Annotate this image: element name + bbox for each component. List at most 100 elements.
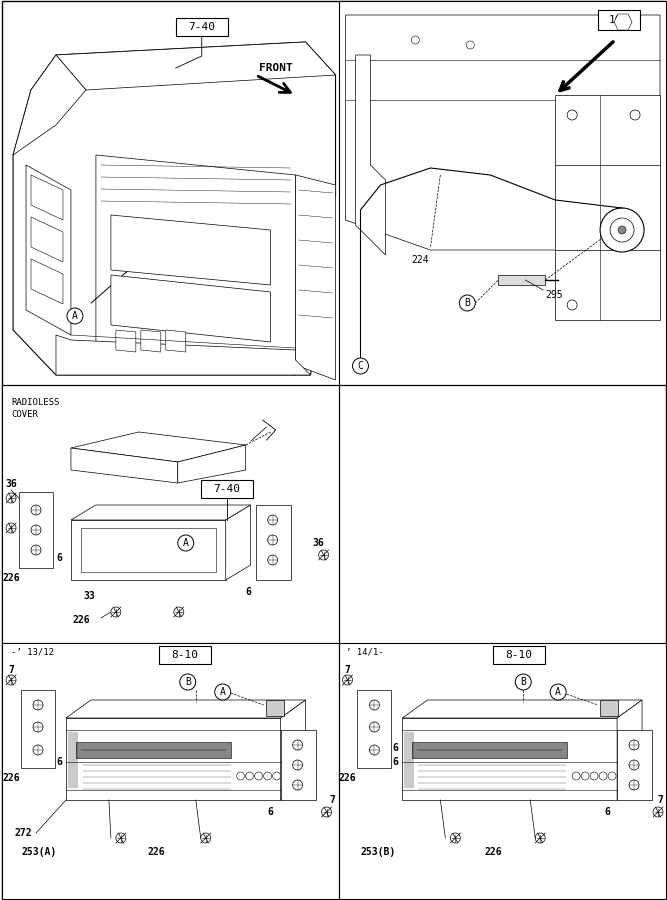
- Circle shape: [567, 110, 577, 120]
- Circle shape: [515, 674, 531, 690]
- Circle shape: [273, 772, 281, 780]
- Circle shape: [174, 607, 184, 617]
- Circle shape: [535, 833, 545, 843]
- Circle shape: [319, 550, 329, 560]
- Text: 226: 226: [2, 773, 20, 783]
- Text: 272: 272: [14, 828, 32, 838]
- Polygon shape: [600, 700, 618, 716]
- Circle shape: [255, 772, 263, 780]
- Polygon shape: [71, 520, 225, 580]
- Polygon shape: [13, 42, 336, 375]
- Circle shape: [237, 772, 245, 780]
- Bar: [494, 646, 545, 664]
- Bar: [201, 480, 253, 498]
- Circle shape: [245, 772, 253, 780]
- Text: B: B: [520, 677, 526, 687]
- Bar: [2, 385, 339, 643]
- Polygon shape: [614, 14, 632, 30]
- Text: FRONT: FRONT: [259, 63, 292, 73]
- Polygon shape: [617, 730, 652, 800]
- Text: 6: 6: [392, 757, 398, 767]
- Circle shape: [293, 760, 303, 770]
- Text: 226: 226: [484, 847, 502, 857]
- Circle shape: [412, 36, 420, 44]
- Circle shape: [31, 525, 41, 535]
- Text: 224: 224: [412, 255, 429, 265]
- Text: A: A: [183, 538, 189, 548]
- Polygon shape: [356, 55, 386, 255]
- Text: 253(B): 253(B): [361, 847, 396, 857]
- Text: C: C: [358, 361, 364, 371]
- Circle shape: [33, 722, 43, 732]
- Circle shape: [6, 675, 16, 685]
- Circle shape: [567, 300, 577, 310]
- Text: 7: 7: [657, 795, 663, 805]
- Text: 6: 6: [56, 553, 62, 563]
- Polygon shape: [402, 718, 617, 800]
- Circle shape: [581, 772, 589, 780]
- Circle shape: [33, 745, 43, 755]
- Text: A: A: [72, 311, 78, 321]
- Polygon shape: [21, 690, 55, 768]
- Text: 6: 6: [245, 587, 251, 597]
- Polygon shape: [66, 700, 305, 718]
- Polygon shape: [281, 700, 305, 800]
- Polygon shape: [555, 95, 660, 320]
- Text: 7: 7: [345, 665, 350, 675]
- Text: 226: 226: [2, 573, 20, 583]
- Polygon shape: [13, 55, 86, 155]
- Circle shape: [599, 772, 607, 780]
- Circle shape: [263, 772, 271, 780]
- Circle shape: [215, 684, 231, 700]
- Circle shape: [608, 772, 616, 780]
- Text: 226: 226: [339, 773, 356, 783]
- Polygon shape: [81, 528, 215, 572]
- Polygon shape: [76, 742, 231, 758]
- Polygon shape: [141, 330, 161, 352]
- Circle shape: [180, 674, 195, 690]
- Polygon shape: [295, 175, 336, 380]
- Polygon shape: [19, 492, 53, 568]
- Circle shape: [111, 607, 121, 617]
- Polygon shape: [346, 15, 660, 250]
- Text: 7-40: 7-40: [213, 484, 240, 494]
- Circle shape: [178, 535, 193, 551]
- Circle shape: [572, 772, 580, 780]
- Circle shape: [352, 358, 368, 374]
- Bar: [176, 18, 227, 36]
- Text: 253(A): 253(A): [21, 847, 57, 857]
- Polygon shape: [255, 505, 291, 580]
- Circle shape: [116, 833, 126, 843]
- Polygon shape: [26, 165, 71, 335]
- Circle shape: [590, 772, 598, 780]
- Circle shape: [629, 780, 639, 790]
- Circle shape: [460, 295, 476, 311]
- Polygon shape: [265, 700, 283, 716]
- Text: 36: 36: [313, 538, 324, 548]
- Text: 6: 6: [56, 757, 62, 767]
- Polygon shape: [225, 505, 251, 580]
- Circle shape: [343, 675, 352, 685]
- Bar: [339, 643, 666, 899]
- Circle shape: [6, 523, 16, 533]
- Polygon shape: [31, 259, 63, 304]
- Text: 8-10: 8-10: [171, 650, 198, 660]
- Text: A: A: [555, 687, 561, 697]
- Polygon shape: [31, 217, 63, 262]
- Polygon shape: [56, 42, 336, 90]
- Text: -’ 13/12: -’ 13/12: [11, 647, 54, 656]
- Text: 33: 33: [83, 591, 95, 601]
- Polygon shape: [178, 445, 245, 483]
- Text: 101: 101: [609, 15, 629, 25]
- Circle shape: [370, 722, 380, 732]
- Circle shape: [293, 740, 303, 750]
- Circle shape: [33, 700, 43, 710]
- Polygon shape: [66, 718, 281, 800]
- Circle shape: [293, 780, 303, 790]
- Text: RADIOLESS
COVER: RADIOLESS COVER: [11, 398, 59, 418]
- Circle shape: [267, 535, 277, 545]
- Polygon shape: [71, 505, 251, 520]
- Text: B: B: [464, 298, 470, 308]
- Circle shape: [610, 218, 634, 242]
- Text: 295: 295: [545, 290, 563, 300]
